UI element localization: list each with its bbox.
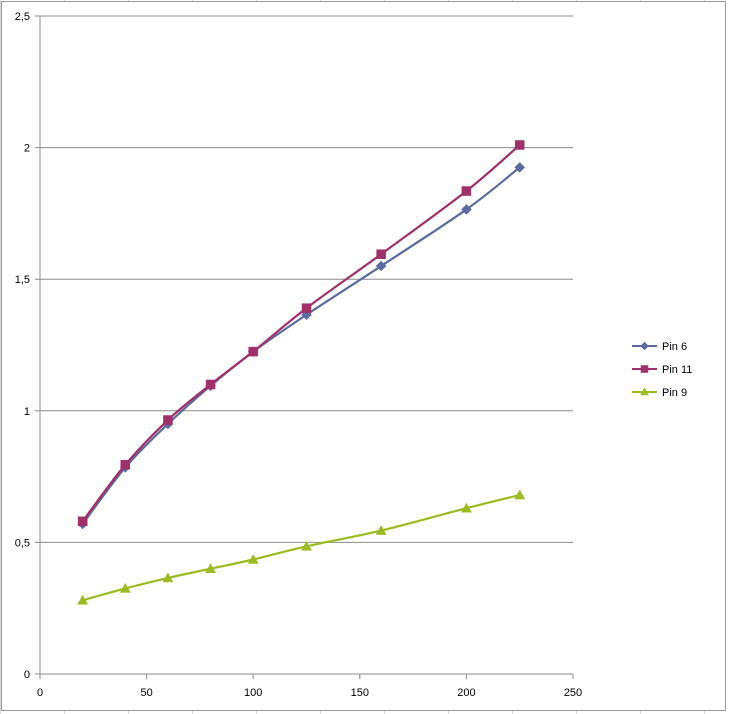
data-point: [248, 346, 258, 357]
data-point: [301, 540, 312, 551]
series-line: [82, 493, 520, 602]
data-point: [163, 415, 173, 425]
data-point: [205, 379, 216, 390]
data-point: [301, 303, 312, 313]
y-tick-label: 0,5: [15, 537, 30, 549]
legend-item-pin-9[interactable]: Pin 9: [632, 387, 687, 399]
x-tick-labels: 0 50 100 150 200 250: [37, 687, 582, 699]
data-point: [162, 572, 174, 583]
data-point: [514, 489, 526, 500]
data-point: [514, 140, 525, 150]
legend-item-pin-6[interactable]: Pin 6: [632, 341, 687, 353]
legend-item-pin-11[interactable]: Pin 11: [632, 364, 692, 376]
x-tick-label: 100: [244, 687, 262, 699]
series-line: [81, 144, 521, 523]
data-point: [119, 582, 131, 593]
legend-label: Pin 11: [662, 364, 692, 376]
data-point: [460, 502, 472, 513]
series-line: [81, 166, 521, 525]
data-point: [120, 460, 131, 470]
series-pin-6: [77, 161, 526, 530]
legend-marker-icon: [640, 365, 649, 373]
legend[interactable]: Pin 6 Pin 11 Pin 9: [632, 341, 692, 399]
series-layer: [77, 140, 526, 605]
data-point: [461, 186, 472, 196]
legend-label: Pin 6: [662, 341, 687, 353]
x-tick-label: 200: [457, 687, 475, 699]
gridlines: [40, 15, 573, 543]
data-point: [205, 563, 216, 573]
y-tick-label: 2,5: [15, 11, 30, 23]
x-tick-label: 250: [564, 687, 582, 699]
y-tick-label: 1,5: [15, 274, 30, 286]
x-tick-label: 150: [351, 687, 369, 699]
data-point: [77, 516, 88, 527]
x-tick-label: 50: [140, 687, 152, 699]
y-tick-label: 1: [24, 406, 30, 418]
series-pin-11: [77, 140, 525, 527]
data-point: [375, 260, 387, 272]
legend-label: Pin 9: [662, 387, 687, 399]
legend-marker-icon: [640, 387, 649, 396]
x-tick-label: 0: [37, 687, 43, 699]
series-pin-9: [77, 489, 526, 605]
data-point: [461, 204, 472, 215]
legend-marker-icon: [640, 341, 649, 351]
data-point: [77, 594, 89, 605]
data-point: [376, 249, 386, 259]
y-tick-label: 0: [24, 669, 30, 681]
data-point: [514, 161, 526, 173]
y-tick-label: 2: [24, 143, 30, 155]
data-point: [375, 525, 387, 535]
axes: [35, 15, 574, 679]
y-tick-labels: 0 0,5 1 1,5 2 2,5: [15, 11, 30, 681]
data-point: [247, 553, 259, 564]
